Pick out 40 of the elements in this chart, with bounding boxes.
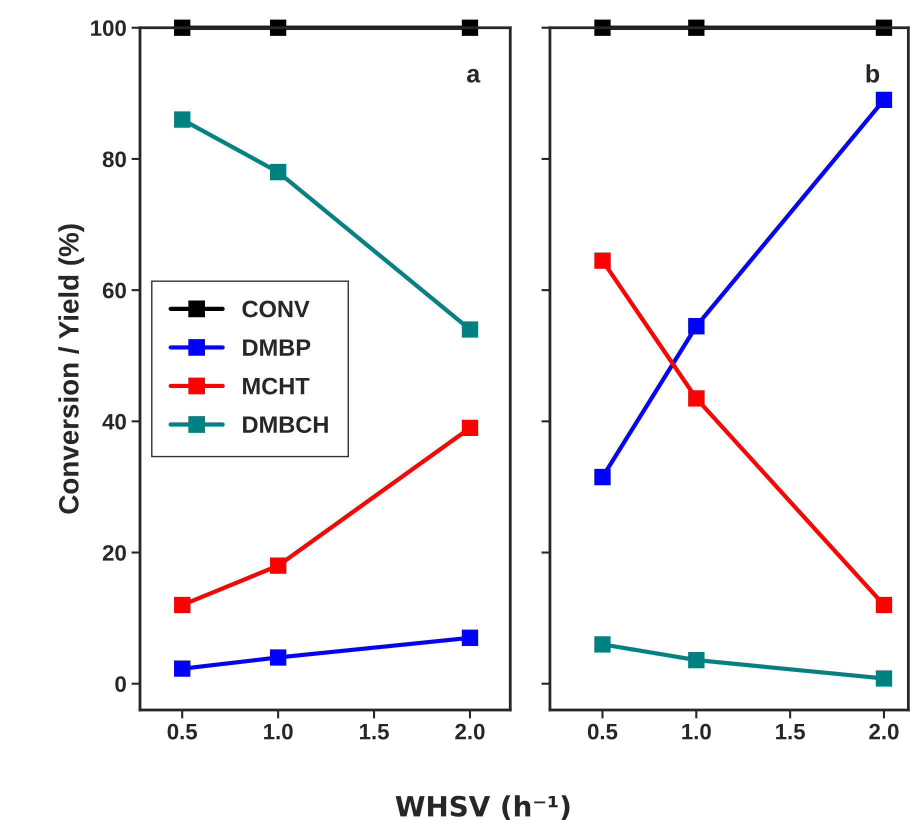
annotation: a: [467, 68, 480, 83]
x-tick-label: 2.0: [869, 724, 898, 740]
point: [594, 468, 611, 486]
point: [270, 164, 286, 180]
point: [688, 652, 704, 668]
legend-label: CONV: [242, 300, 310, 318]
point: [688, 318, 704, 334]
point: [174, 111, 190, 128]
legend-label: DMBCH: [243, 416, 328, 433]
point: [174, 660, 190, 677]
point: [462, 321, 478, 338]
x-tick-label: 1.0: [682, 724, 711, 740]
x-tick-label: 0.5: [168, 724, 198, 740]
annotation: b: [866, 64, 880, 83]
x-tick-label: 1.5: [360, 724, 389, 740]
x-tick-label: 0.5: [588, 724, 618, 740]
point: [876, 92, 892, 108]
y-tick-label: 100: [91, 20, 126, 36]
y-tick-label: 20: [102, 545, 126, 561]
y-axis-title: Conversion / Yield (%): [58, 224, 84, 514]
legend-label: MCHT: [243, 378, 310, 394]
point: [876, 670, 892, 687]
y-tick-label: 40: [102, 414, 126, 430]
x-tick-label: 1.0: [264, 724, 293, 740]
point: [270, 557, 286, 574]
point: [462, 630, 478, 646]
x-axis-title: WHSV (h⁻¹): [396, 795, 570, 820]
point: [270, 649, 286, 666]
point: [462, 420, 478, 436]
legend-label: DMBP: [243, 339, 310, 356]
y-tick-label: 0: [115, 676, 126, 692]
y-tick-label: 60: [102, 282, 126, 298]
y-tick-label: 80: [102, 151, 126, 168]
x-tick-label: 1.5: [776, 724, 805, 740]
point: [688, 390, 704, 407]
point: [876, 596, 892, 614]
point: [594, 636, 611, 653]
x-tick-label: 2.0: [455, 724, 485, 740]
point: [174, 596, 190, 614]
point: [594, 252, 611, 269]
